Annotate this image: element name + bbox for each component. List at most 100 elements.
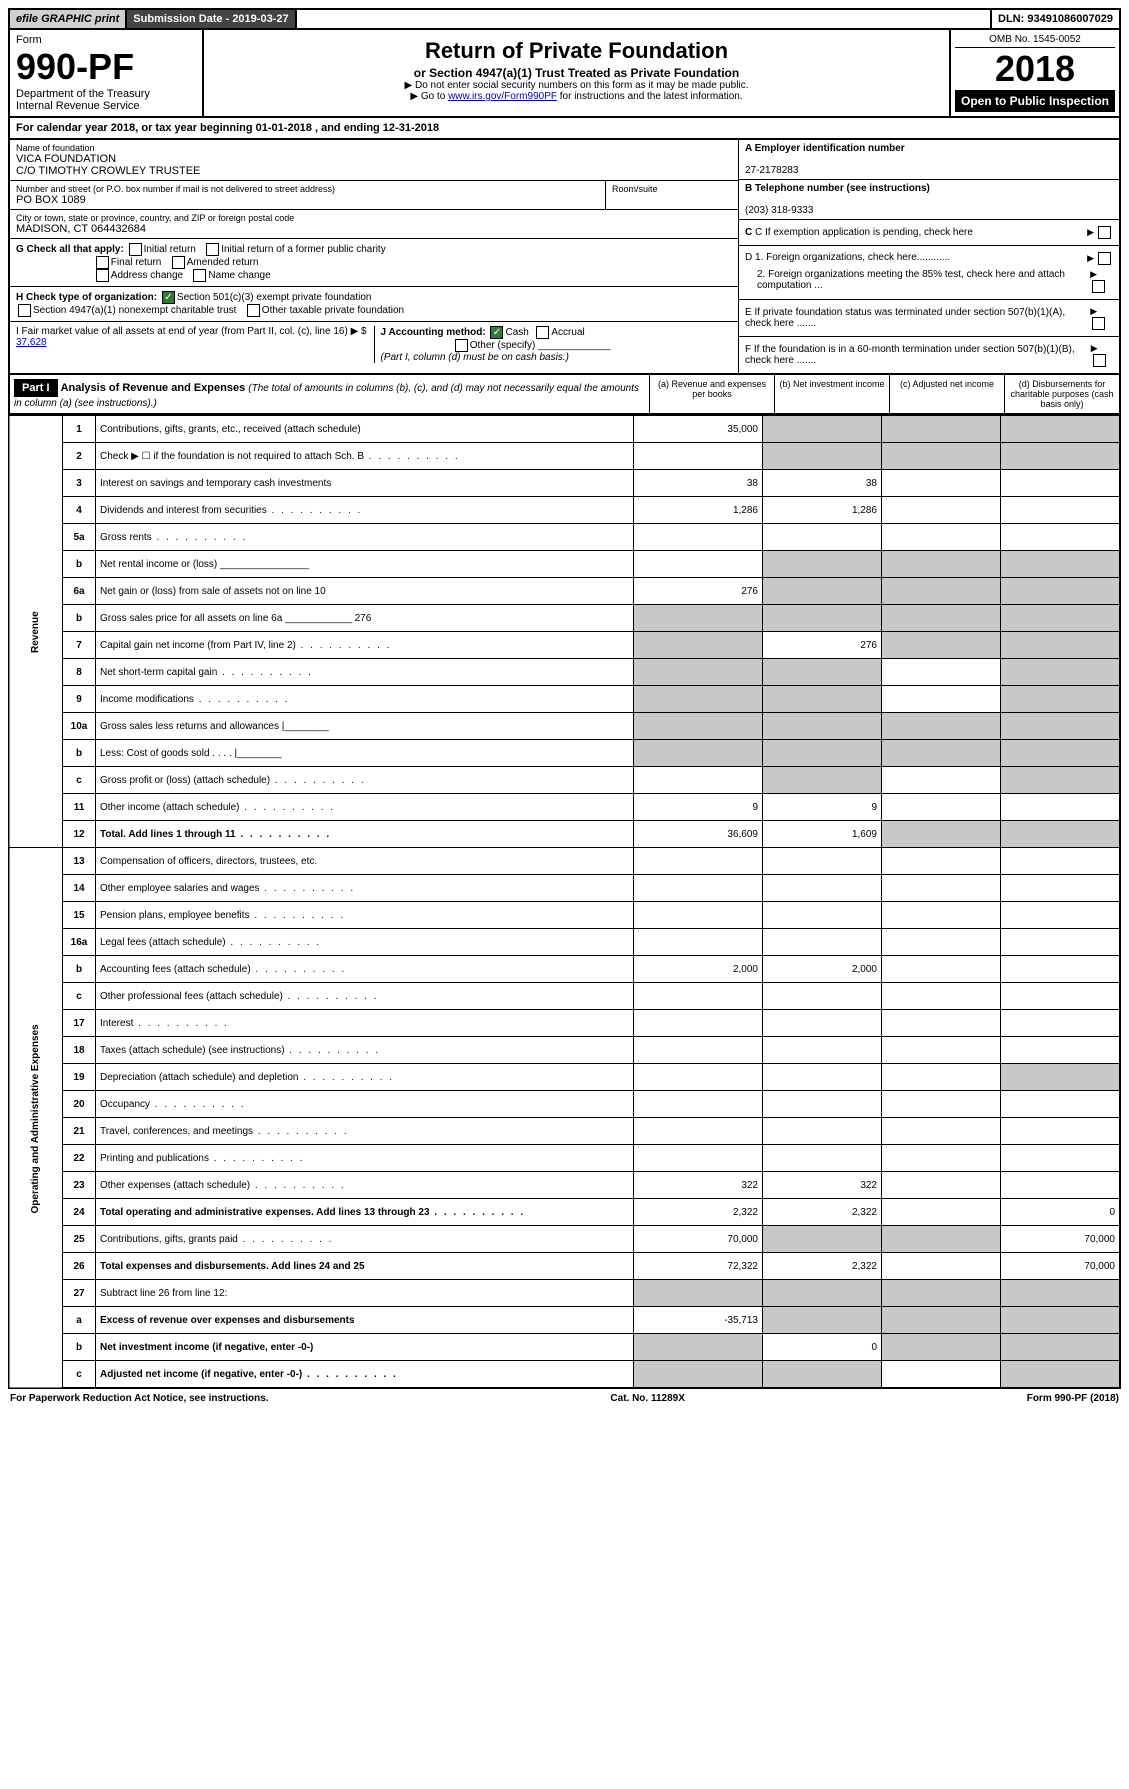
cb-initial[interactable] bbox=[129, 243, 142, 256]
table-row: 11Other income (attach schedule)99 bbox=[9, 794, 1120, 821]
value-cell-a: 276 bbox=[634, 578, 763, 605]
line-description: Subtract line 26 from line 12: bbox=[96, 1280, 634, 1307]
line-number: 1 bbox=[63, 416, 96, 443]
value-cell-a: 70,000 bbox=[634, 1226, 763, 1253]
value-cell-b bbox=[763, 605, 882, 632]
table-row: 5aGross rents bbox=[9, 524, 1120, 551]
col-a-header: (a) Revenue and expenses per books bbox=[649, 375, 774, 413]
form-header: Form 990-PF Department of the Treasury I… bbox=[8, 30, 1121, 118]
value-cell-b: 1,286 bbox=[763, 497, 882, 524]
value-cell-a: 72,322 bbox=[634, 1253, 763, 1280]
table-row: 15Pension plans, employee benefits bbox=[9, 902, 1120, 929]
phone-cell: B Telephone number (see instructions) (2… bbox=[739, 180, 1119, 220]
b-label: B Telephone number (see instructions) bbox=[745, 183, 930, 194]
value-cell-b: 0 bbox=[763, 1334, 882, 1361]
line-number: 20 bbox=[63, 1091, 96, 1118]
line-description: Total expenses and disbursements. Add li… bbox=[96, 1253, 634, 1280]
a-value: 27-2178283 bbox=[745, 165, 798, 176]
line-number: b bbox=[63, 740, 96, 767]
value-cell-d: 70,000 bbox=[1001, 1253, 1121, 1280]
arrow-icon bbox=[1087, 253, 1096, 264]
value-cell-c bbox=[882, 767, 1001, 794]
value-cell-a: 9 bbox=[634, 794, 763, 821]
value-cell-b bbox=[763, 875, 882, 902]
line-description: Other expenses (attach schedule) bbox=[96, 1172, 634, 1199]
table-row: 2Check ▶ ☐ if the foundation is not requ… bbox=[9, 443, 1120, 470]
goto-pre: ▶ Go to bbox=[410, 91, 448, 102]
omb-number: OMB No. 1545-0052 bbox=[955, 34, 1115, 48]
g-address: Address change bbox=[111, 270, 183, 281]
table-row: bGross sales price for all assets on lin… bbox=[9, 605, 1120, 632]
irs-link[interactable]: www.irs.gov/Form990PF bbox=[448, 91, 557, 102]
line-number: b bbox=[63, 605, 96, 632]
value-cell-d bbox=[1001, 929, 1121, 956]
table-row: 23Other expenses (attach schedule)322322 bbox=[9, 1172, 1120, 1199]
h-row: H Check type of organization: Section 50… bbox=[10, 287, 738, 322]
value-cell-a: 1,286 bbox=[634, 497, 763, 524]
value-cell-c bbox=[882, 848, 1001, 875]
line-number: 27 bbox=[63, 1280, 96, 1307]
line-description: Interest on savings and temporary cash i… bbox=[96, 470, 634, 497]
line-description: Contributions, gifts, grants, etc., rece… bbox=[96, 416, 634, 443]
cb-e[interactable] bbox=[1092, 317, 1105, 330]
cb-f[interactable] bbox=[1093, 354, 1106, 367]
value-cell-b bbox=[763, 416, 882, 443]
j-note: (Part I, column (d) must be on cash basi… bbox=[381, 352, 569, 363]
ij-row: I Fair market value of all assets at end… bbox=[10, 322, 738, 367]
value-cell-b bbox=[763, 848, 882, 875]
table-row: 21Travel, conferences, and meetings bbox=[9, 1118, 1120, 1145]
line-number: c bbox=[63, 983, 96, 1010]
cb-cash[interactable] bbox=[490, 326, 503, 339]
open-public-badge: Open to Public Inspection bbox=[955, 90, 1115, 112]
cb-d1[interactable] bbox=[1098, 252, 1111, 265]
cb-501c3[interactable] bbox=[162, 291, 175, 304]
cb-name[interactable] bbox=[193, 269, 206, 282]
cb-c[interactable] bbox=[1098, 226, 1111, 239]
line-number: 4 bbox=[63, 497, 96, 524]
info-left: Name of foundation VICA FOUNDATION C/O T… bbox=[10, 140, 738, 373]
value-cell-c bbox=[882, 497, 1001, 524]
line-number: 24 bbox=[63, 1199, 96, 1226]
cb-other-tax[interactable] bbox=[247, 304, 260, 317]
line-number: 8 bbox=[63, 659, 96, 686]
line-description: Income modifications bbox=[96, 686, 634, 713]
part1-badge: Part I bbox=[14, 379, 58, 397]
table-row: 6aNet gain or (loss) from sale of assets… bbox=[9, 578, 1120, 605]
cb-final[interactable] bbox=[96, 256, 109, 269]
value-cell-d bbox=[1001, 875, 1121, 902]
value-cell-b bbox=[763, 1307, 882, 1334]
value-cell-d bbox=[1001, 713, 1121, 740]
cb-amended[interactable] bbox=[172, 256, 185, 269]
value-cell-d bbox=[1001, 1091, 1121, 1118]
value-cell-c bbox=[882, 821, 1001, 848]
value-cell-a bbox=[634, 1118, 763, 1145]
line-number: 21 bbox=[63, 1118, 96, 1145]
cb-accrual[interactable] bbox=[536, 326, 549, 339]
room-label: Room/suite bbox=[612, 184, 732, 194]
value-cell-b: 1,609 bbox=[763, 821, 882, 848]
value-cell-b bbox=[763, 929, 882, 956]
table-row: 27Subtract line 26 from line 12: bbox=[9, 1280, 1120, 1307]
value-cell-d bbox=[1001, 524, 1121, 551]
table-row: bLess: Cost of goods sold . . . . |_____… bbox=[9, 740, 1120, 767]
cb-address[interactable] bbox=[96, 269, 109, 282]
cb-d2[interactable] bbox=[1092, 280, 1105, 293]
value-cell-c bbox=[882, 1361, 1001, 1389]
cb-initial-former[interactable] bbox=[206, 243, 219, 256]
cb-4947[interactable] bbox=[18, 304, 31, 317]
line-number: 12 bbox=[63, 821, 96, 848]
line-description: Capital gain net income (from Part IV, l… bbox=[96, 632, 634, 659]
value-cell-d bbox=[1001, 767, 1121, 794]
value-cell-b bbox=[763, 1145, 882, 1172]
efile-print-button[interactable]: efile GRAPHIC print bbox=[10, 10, 127, 28]
street-cell: Number and street (or P.O. box number if… bbox=[10, 181, 606, 210]
arrow-icon bbox=[1090, 306, 1099, 317]
arrow-icon bbox=[1090, 269, 1099, 280]
value-cell-c bbox=[882, 1307, 1001, 1334]
name-label: Name of foundation bbox=[16, 143, 732, 153]
info-right: A Employer identification number 27-2178… bbox=[738, 140, 1119, 373]
line-description: Depreciation (attach schedule) and deple… bbox=[96, 1064, 634, 1091]
line-description: Net short-term capital gain bbox=[96, 659, 634, 686]
value-cell-d bbox=[1001, 956, 1121, 983]
cb-other-method[interactable] bbox=[455, 339, 468, 352]
